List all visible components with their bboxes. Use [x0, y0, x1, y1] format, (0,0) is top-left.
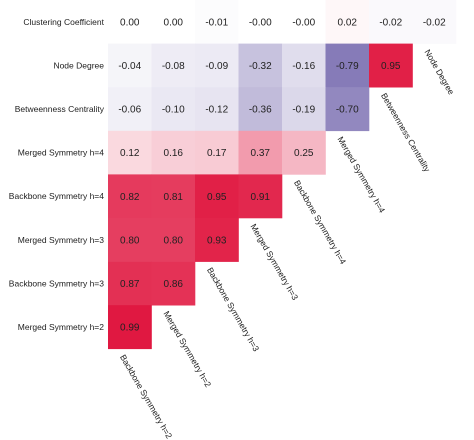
column-label: Merged Symmetry h=4 — [336, 135, 388, 215]
cell-value-label: 0.16 — [164, 148, 184, 159]
cell-value-label: 0.17 — [207, 148, 227, 159]
cell-value-label: 0.87 — [120, 279, 140, 290]
heatmap-cell — [325, 87, 370, 132]
cell-value-label: 0.80 — [120, 235, 140, 246]
heatmap-cell — [108, 305, 152, 350]
heatmap-cell — [238, 43, 283, 88]
heatmap-cell — [108, 43, 152, 88]
column-label: Backbone Symmetry h=4 — [292, 178, 348, 266]
cell-value-label: -0.09 — [205, 61, 228, 72]
heatmap-cell — [108, 130, 152, 175]
column-label: Merged Symmetry h=2 — [162, 309, 214, 389]
heatmap-cell — [325, 0, 370, 44]
cell-value-label: -0.04 — [118, 61, 141, 72]
cell-value-label: -0.36 — [249, 105, 272, 116]
heatmap-cell — [238, 174, 283, 219]
cell-value-label: 0.91 — [251, 192, 271, 203]
cell-value-label: -0.02 — [379, 17, 402, 28]
heatmap-cell — [369, 0, 413, 44]
heatmap-cell — [325, 43, 370, 88]
heatmap-cell — [151, 43, 196, 88]
cell-value-label: -0.01 — [205, 17, 228, 28]
row-label: Betweenness Centrality — [15, 104, 105, 114]
cell-value-label: -0.06 — [118, 105, 141, 116]
cell-value-label: 0.02 — [338, 17, 358, 28]
heatmap-cells: 0.00 0.00 -0.01 -0.00 -0.00 0.02 -0.02 -0.02 -0.… — [108, 0, 457, 350]
heatmap-cell — [108, 0, 152, 44]
column-label: Betweenness Centrality — [379, 91, 433, 174]
cell-value-label: -0.10 — [162, 105, 185, 116]
heatmap-cell — [195, 130, 239, 175]
heatmap-cell — [238, 0, 283, 44]
cell-value-label: -0.12 — [205, 105, 228, 116]
cell-value-label: -0.79 — [336, 61, 359, 72]
heatmap-cell — [238, 87, 283, 132]
heatmap-cell — [108, 87, 152, 132]
heatmap-cell — [238, 130, 283, 175]
cell-value-label: -0.00 — [292, 17, 315, 28]
cell-value-label: -0.16 — [292, 61, 315, 72]
row-label: Backbone Symmetry h=3 — [9, 278, 104, 288]
heatmap-cell — [195, 87, 239, 132]
heatmap-cell — [151, 0, 196, 44]
cell-value-label: -0.00 — [249, 17, 272, 28]
cell-value-label: 0.12 — [120, 148, 140, 159]
row-label: Clustering Coefficient — [23, 17, 104, 27]
cell-value-label: 0.95 — [207, 192, 227, 203]
cell-value-label: -0.19 — [292, 105, 315, 116]
row-label: Node Degree — [53, 60, 104, 70]
cell-value-label: 0.95 — [381, 61, 401, 72]
column-label: Backbone Symmetry h=3 — [205, 266, 261, 354]
cell-value-label: 0.81 — [164, 192, 184, 203]
heatmap-cell — [151, 261, 196, 306]
cell-value-label: 0.00 — [120, 17, 140, 28]
column-label: Node Degree — [423, 48, 457, 97]
cell-value-label: 0.82 — [120, 192, 140, 203]
cell-value-label: -0.70 — [336, 105, 359, 116]
heatmap-cell — [282, 130, 326, 175]
heatmap-cell — [369, 43, 413, 88]
row-label: Merged Symmetry h=3 — [18, 235, 104, 245]
heatmap-cell — [108, 261, 152, 306]
heatmap-cell — [195, 174, 239, 219]
column-label: Merged Symmetry h=3 — [249, 222, 301, 302]
cell-value-label: 0.86 — [164, 279, 184, 290]
row-label: Merged Symmetry h=2 — [18, 322, 104, 332]
cell-value-label: 0.25 — [294, 148, 314, 159]
cell-value-label: 0.99 — [120, 323, 140, 334]
row-labels: Clustering Coefficient Node Degree Between… — [9, 17, 105, 332]
heatmap-cell — [195, 218, 239, 262]
heatmap-cell — [282, 43, 326, 88]
cell-value-label: -0.08 — [162, 61, 185, 72]
heatmap-cell — [151, 218, 196, 262]
heatmap-cell — [282, 87, 326, 132]
heatmap-cell — [151, 174, 196, 219]
heatmap-cell — [412, 0, 457, 44]
heatmap-cell — [151, 130, 196, 175]
cell-value-label: 0.00 — [164, 17, 184, 28]
cell-value-label: -0.02 — [423, 17, 446, 28]
heatmap-cell — [108, 174, 152, 219]
heatmap-cell — [282, 0, 326, 44]
cell-value-label: 0.37 — [251, 148, 271, 159]
row-label: Backbone Symmetry h=4 — [9, 191, 104, 201]
heatmap-cell — [195, 0, 239, 44]
column-label: Backbone Symmetry h=2 — [118, 353, 174, 440]
heatmap-cell — [195, 43, 239, 88]
cell-value-label: 0.80 — [164, 235, 184, 246]
heatmap-cell — [151, 87, 196, 132]
heatmap-cell — [108, 218, 152, 262]
cell-value-label: -0.32 — [249, 61, 272, 72]
row-label: Merged Symmetry h=4 — [18, 148, 104, 158]
cell-value-label: 0.93 — [207, 235, 227, 246]
